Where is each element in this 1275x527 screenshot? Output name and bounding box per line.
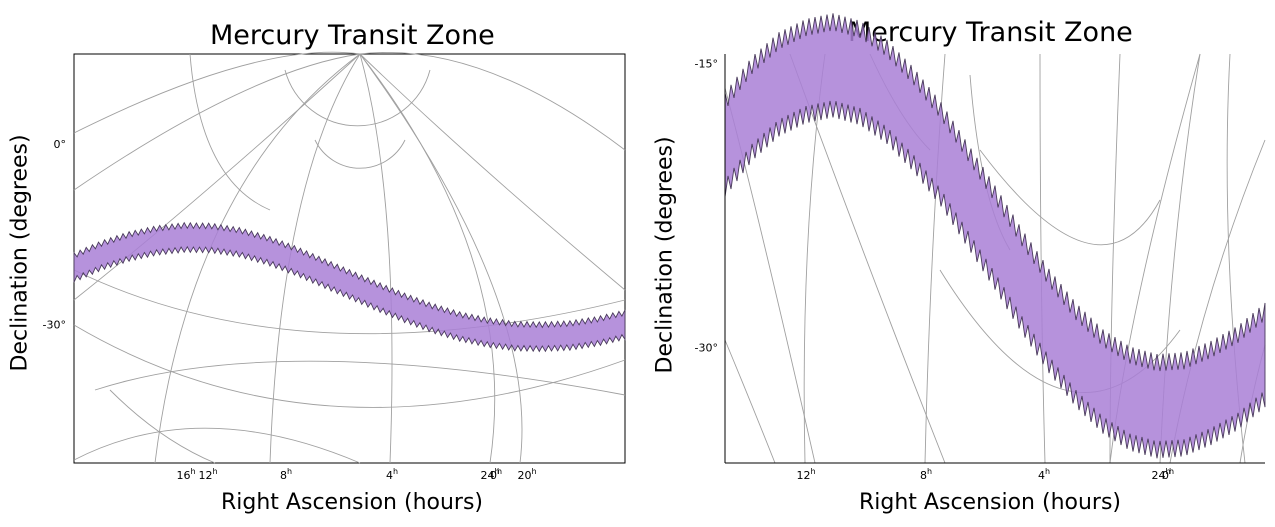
y-tick-labels: -15° -30° [695, 57, 718, 354]
transit-zone-band-area [73, 221, 626, 353]
transit-zone-band [73, 221, 626, 353]
grid-line [284, 69, 431, 127]
x-tick-label: 8h [280, 467, 292, 482]
grid-line [73, 53, 361, 191]
x-tick-label: 12h [796, 467, 815, 482]
x-tick-label: 0h [1162, 467, 1174, 482]
x-tick-label: 4h [1038, 467, 1050, 482]
coordinate-grid [73, 51, 626, 464]
grid-line [359, 53, 626, 291]
grid-line [359, 53, 393, 464]
grid-line [109, 389, 216, 464]
chart-left: Mercury Transit Zone Declination (degree… [8, 20, 626, 515]
transit-zone-band-area [724, 13, 1266, 459]
x-tick-label: 24h [1151, 467, 1170, 482]
x-tick-label: 16h [176, 467, 195, 482]
grid-line [359, 51, 626, 151]
grid-line [359, 53, 496, 464]
y-tick-label: 0° [54, 138, 67, 151]
chart-right: Mercury Transit Zone Declination (degree… [640, 0, 1275, 527]
grid-line [73, 53, 361, 301]
grid-line [314, 139, 406, 169]
grid-line [94, 360, 626, 396]
grid-line [73, 427, 361, 464]
grid-line [1039, 53, 1046, 464]
x-axis-label: Right Ascension (hours) [859, 490, 1122, 515]
x-tick-label: 24h [480, 467, 499, 482]
x-tick-label: 4h [386, 467, 398, 482]
transit-zone-band [724, 13, 1266, 459]
x-axis-label: Right Ascension (hours) [221, 490, 484, 515]
grid-line [73, 269, 626, 335]
grid-line [73, 324, 626, 408]
chart-title: Mercury Transit Zone [210, 20, 495, 51]
grid-line [189, 53, 271, 211]
chart-title: Mercury Transit Zone [848, 17, 1133, 48]
y-tick-label: -30° [43, 319, 66, 332]
x-tick-label: 8h [920, 467, 932, 482]
y-tick-labels: 0° -30° [43, 138, 66, 331]
grid-line [269, 53, 361, 464]
y-tick-label: -30° [695, 341, 718, 354]
x-tick-label: 20h [517, 467, 536, 482]
grid-line [154, 53, 361, 464]
y-tick-label: -15° [695, 57, 718, 70]
x-tick-label: 12h [198, 467, 217, 482]
grid-line [979, 149, 1161, 246]
grid-line [359, 53, 523, 464]
grid-line [724, 339, 776, 464]
plot-frame [73, 53, 626, 464]
x-tick-label: 0h [490, 467, 502, 482]
grid-line [73, 51, 361, 134]
